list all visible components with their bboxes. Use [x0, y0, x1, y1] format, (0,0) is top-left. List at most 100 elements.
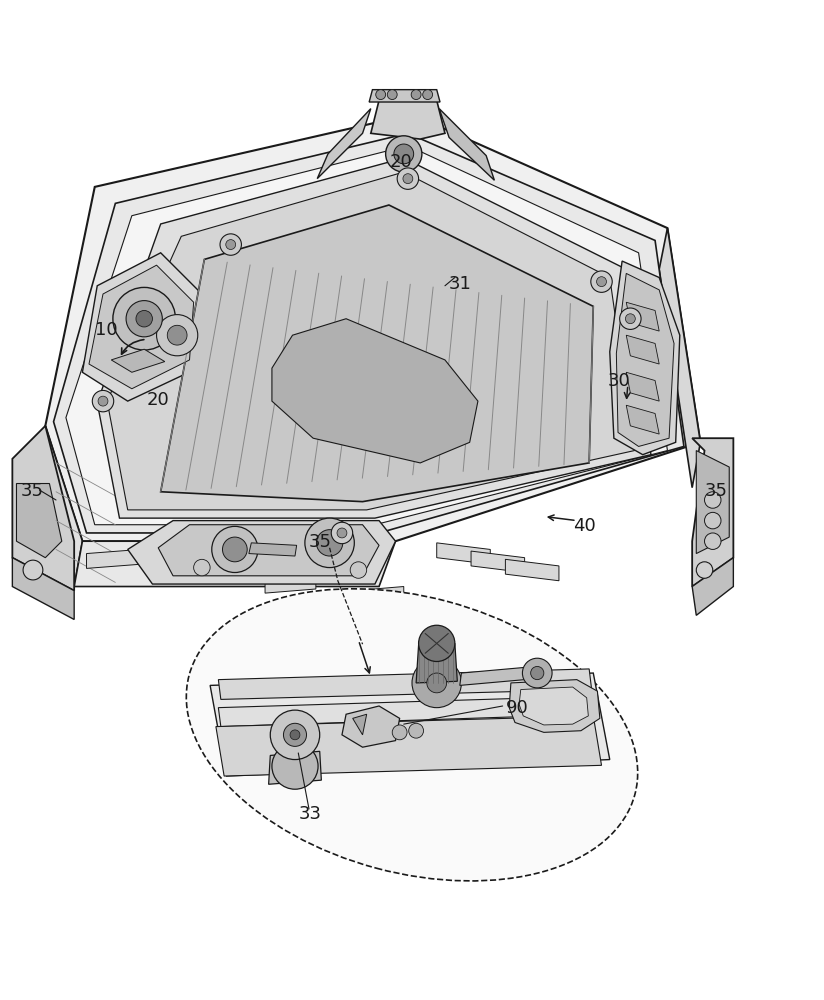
Circle shape: [705, 492, 721, 508]
Polygon shape: [210, 673, 610, 776]
Polygon shape: [317, 109, 371, 179]
Circle shape: [272, 743, 318, 789]
Text: 90: 90: [506, 699, 529, 717]
Circle shape: [411, 90, 421, 100]
Polygon shape: [74, 541, 396, 587]
Text: 10: 10: [95, 321, 117, 339]
Circle shape: [222, 537, 247, 562]
Circle shape: [625, 314, 635, 324]
Circle shape: [212, 526, 258, 573]
Polygon shape: [692, 438, 733, 587]
Polygon shape: [66, 146, 667, 525]
Polygon shape: [107, 172, 634, 510]
Polygon shape: [354, 587, 404, 605]
Circle shape: [394, 144, 414, 164]
Polygon shape: [626, 372, 659, 401]
Circle shape: [419, 625, 455, 662]
Circle shape: [350, 562, 367, 578]
Circle shape: [157, 315, 198, 356]
Text: 40: 40: [573, 517, 596, 535]
Polygon shape: [272, 319, 478, 463]
Polygon shape: [89, 265, 194, 389]
Circle shape: [136, 310, 152, 327]
Polygon shape: [16, 484, 62, 558]
Circle shape: [270, 710, 320, 760]
Polygon shape: [12, 558, 74, 619]
Text: 20: 20: [390, 153, 413, 171]
Circle shape: [412, 658, 461, 708]
Text: 33: 33: [299, 805, 322, 823]
Text: 35: 35: [705, 482, 728, 500]
Polygon shape: [696, 451, 729, 554]
Circle shape: [220, 234, 241, 255]
Polygon shape: [249, 543, 297, 556]
Polygon shape: [35, 426, 82, 587]
Circle shape: [283, 723, 307, 746]
Polygon shape: [626, 405, 659, 434]
Text: 31: 31: [449, 275, 472, 293]
Polygon shape: [265, 574, 316, 593]
Circle shape: [98, 396, 108, 406]
Polygon shape: [616, 273, 674, 446]
Circle shape: [113, 287, 176, 350]
Polygon shape: [269, 751, 321, 784]
Text: 35: 35: [21, 482, 44, 500]
Polygon shape: [439, 109, 494, 180]
Circle shape: [591, 271, 612, 292]
Circle shape: [23, 560, 43, 580]
Text: 30: 30: [608, 372, 631, 390]
Circle shape: [423, 90, 433, 100]
Polygon shape: [216, 716, 602, 776]
Polygon shape: [505, 559, 559, 581]
Polygon shape: [176, 562, 228, 581]
Polygon shape: [626, 335, 659, 364]
Circle shape: [167, 325, 187, 345]
Polygon shape: [45, 114, 700, 541]
Polygon shape: [659, 228, 700, 488]
Polygon shape: [509, 680, 600, 732]
Circle shape: [705, 533, 721, 549]
Circle shape: [126, 301, 162, 337]
Polygon shape: [369, 90, 440, 102]
Circle shape: [597, 277, 606, 287]
Polygon shape: [371, 100, 445, 139]
Polygon shape: [54, 133, 684, 533]
Polygon shape: [218, 669, 592, 699]
Circle shape: [387, 90, 397, 100]
Circle shape: [620, 308, 641, 329]
Polygon shape: [460, 666, 536, 685]
Text: 20: 20: [147, 391, 170, 409]
Circle shape: [427, 673, 447, 693]
Circle shape: [376, 90, 386, 100]
Circle shape: [397, 168, 419, 189]
Polygon shape: [97, 158, 651, 518]
Polygon shape: [218, 696, 593, 727]
Polygon shape: [626, 302, 659, 331]
Circle shape: [331, 522, 353, 544]
Circle shape: [522, 658, 552, 688]
Circle shape: [705, 512, 721, 529]
Circle shape: [337, 528, 347, 538]
Circle shape: [290, 730, 300, 740]
Polygon shape: [610, 261, 680, 455]
Circle shape: [696, 562, 713, 578]
Polygon shape: [416, 643, 457, 683]
Ellipse shape: [186, 589, 638, 881]
Polygon shape: [437, 543, 490, 564]
Circle shape: [92, 390, 114, 412]
Circle shape: [531, 666, 544, 680]
Circle shape: [386, 136, 422, 172]
Polygon shape: [161, 205, 593, 502]
Polygon shape: [342, 706, 400, 747]
Polygon shape: [692, 558, 733, 615]
Polygon shape: [128, 521, 396, 584]
Circle shape: [226, 240, 236, 250]
Polygon shape: [519, 687, 588, 725]
Circle shape: [305, 518, 354, 568]
Circle shape: [409, 723, 424, 738]
Circle shape: [392, 725, 407, 740]
Circle shape: [403, 174, 413, 184]
Polygon shape: [82, 253, 202, 401]
Circle shape: [316, 530, 343, 556]
Polygon shape: [471, 551, 525, 573]
